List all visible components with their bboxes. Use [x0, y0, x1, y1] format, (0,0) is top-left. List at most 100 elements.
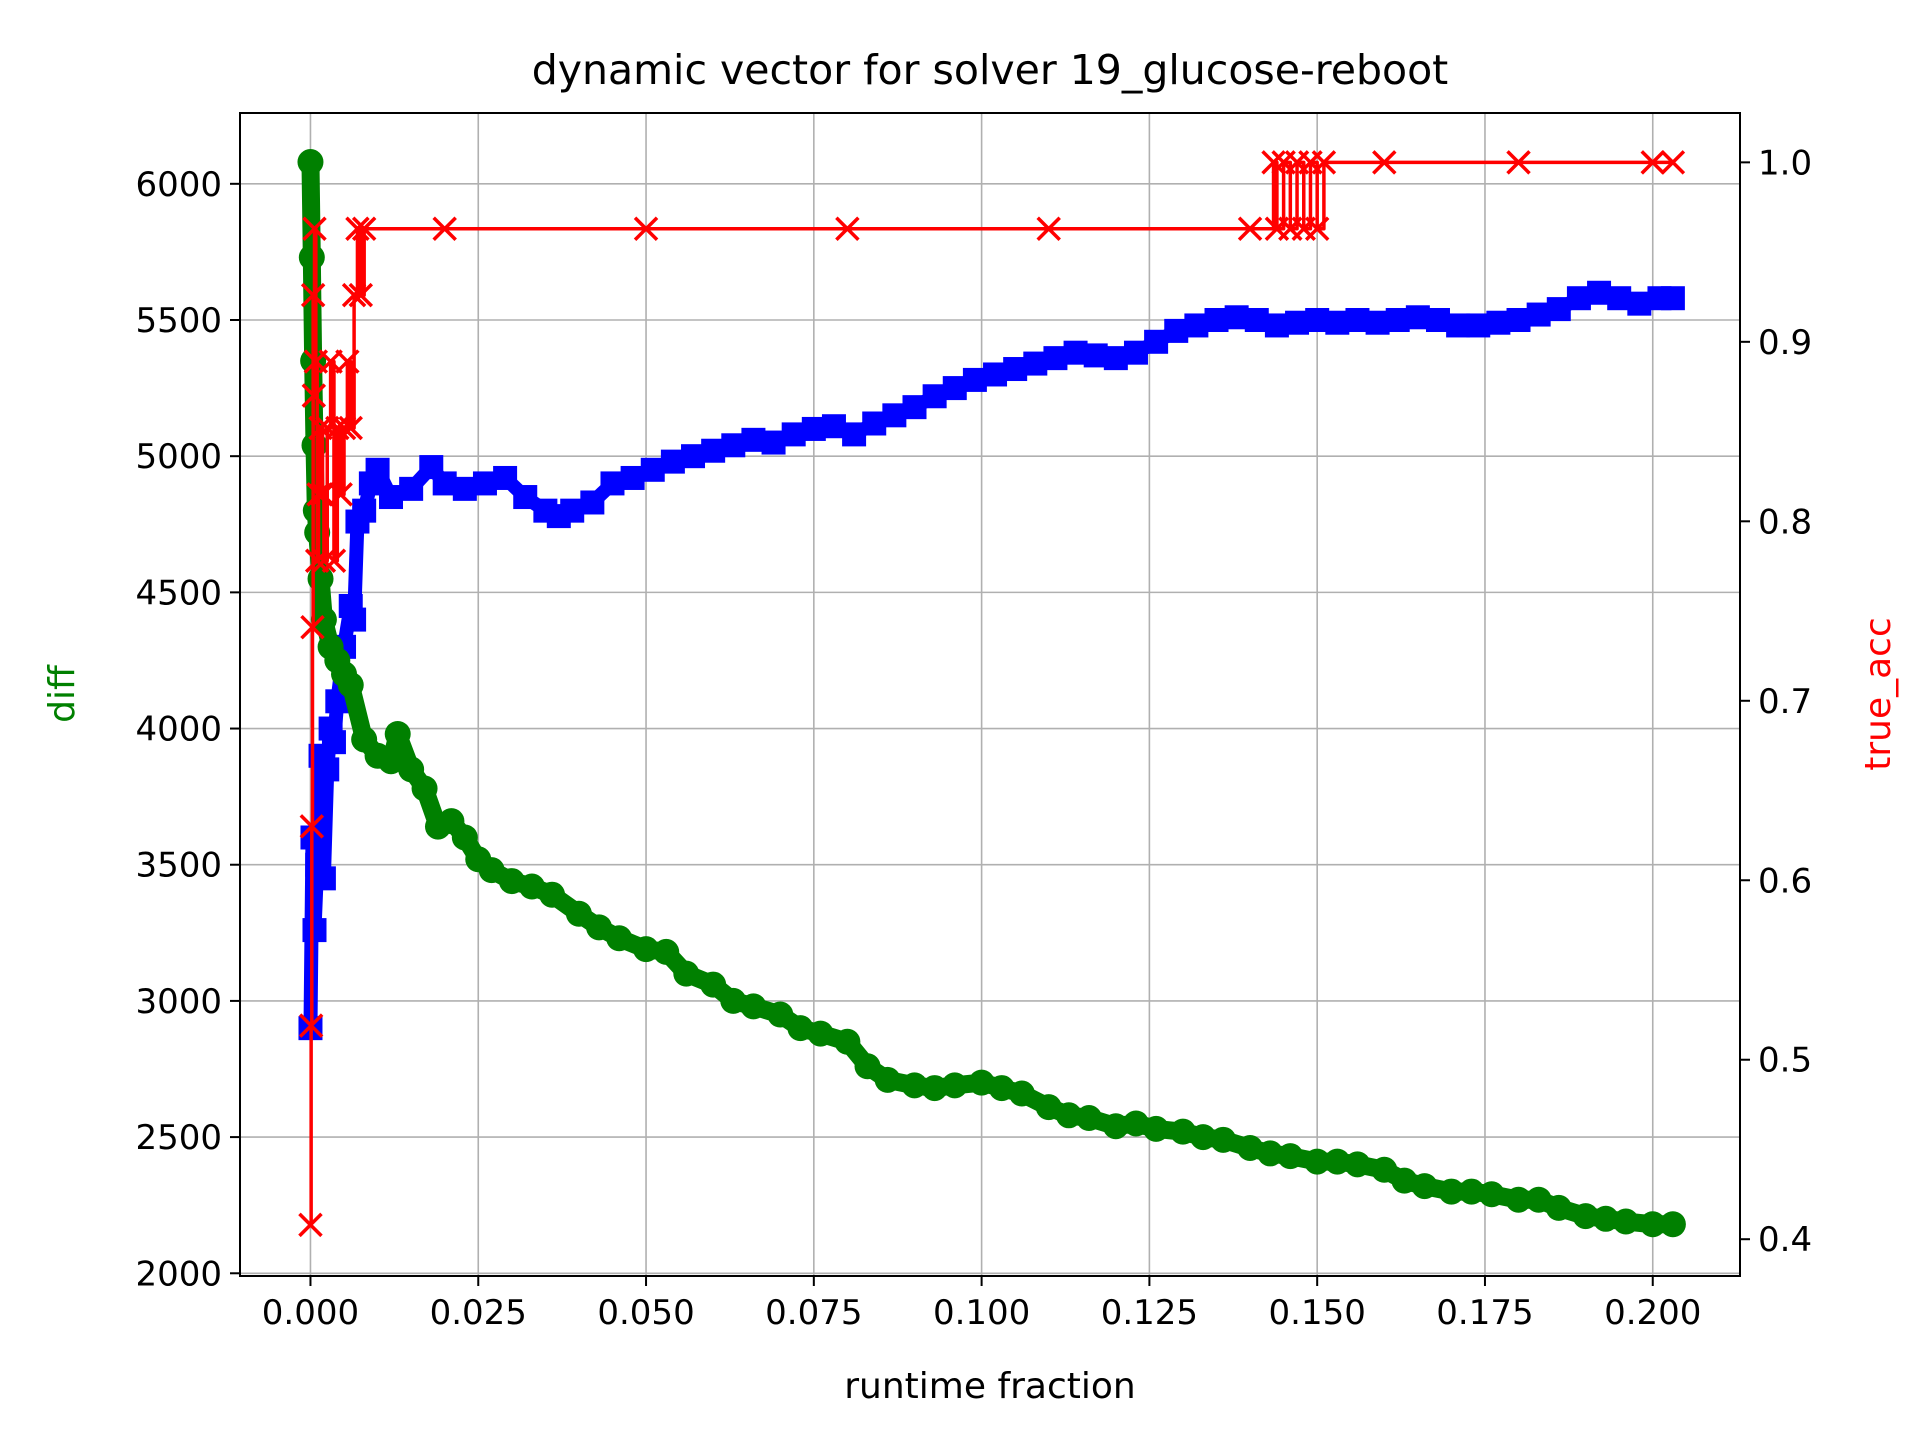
data-point-diff: [1612, 1208, 1639, 1235]
data-point-diff: [565, 900, 592, 927]
y-left-tick-label: 2000: [135, 1254, 222, 1294]
data-point-blue: [620, 465, 645, 490]
x-tick-label: 0.100: [933, 1293, 1030, 1333]
y-left-tick-label: 4000: [135, 710, 222, 750]
data-point-diff: [921, 1075, 948, 1102]
data-point-blue: [1083, 343, 1108, 368]
data-point-blue: [1244, 307, 1269, 332]
data-point-true_acc: [1640, 150, 1665, 175]
data-point-blue: [600, 471, 625, 496]
data-point-true_acc: [311, 548, 337, 574]
data-point-blue: [1184, 313, 1209, 338]
data-point-diff: [1344, 1151, 1371, 1178]
data-point-diff: [1122, 1110, 1149, 1137]
data-point-diff: [398, 756, 425, 783]
data-point-diff: [586, 914, 613, 941]
data-point-blue: [1506, 307, 1531, 332]
data-point-diff: [1035, 1094, 1062, 1121]
data-point-blue: [1325, 310, 1350, 335]
data-point-true_acc: [348, 282, 374, 308]
data-point-true_acc: [306, 482, 331, 507]
data-point-blue: [942, 376, 967, 401]
data-point-diff: [740, 993, 767, 1020]
data-point-blue: [781, 422, 806, 447]
x-tick-label: 0.200: [1604, 1293, 1701, 1333]
data-point-blue: [452, 476, 477, 501]
data-point-diff: [854, 1053, 881, 1080]
y-right-tick-label: 0.4: [1758, 1220, 1812, 1260]
data-point-true_acc: [300, 282, 326, 308]
y-axis-right: 0.4 0.5 0.6 0.7 0.8 0.9 1.0: [1740, 143, 1812, 1260]
data-point-diff: [411, 775, 438, 802]
data-point-true_acc: [633, 216, 659, 241]
x-tick-label: 0.150: [1269, 1293, 1366, 1333]
data-point-blue: [580, 490, 605, 515]
data-point-blue: [1607, 286, 1632, 311]
data-point-blue: [365, 457, 390, 482]
data-point-diff: [787, 1015, 814, 1042]
data-point-diff: [1438, 1178, 1465, 1205]
data-point-blue: [493, 465, 518, 490]
data-point-blue: [862, 411, 887, 436]
data-point-diff: [518, 873, 545, 900]
data-point-blue: [741, 427, 766, 452]
data-point-true_acc: [341, 282, 367, 308]
data-point-true_acc: [298, 1013, 324, 1038]
data-point-diff: [673, 960, 700, 987]
data-point-diff: [384, 720, 411, 747]
data-point-blue: [1660, 286, 1685, 311]
data-point-true_acc: [338, 415, 363, 441]
data-point-diff: [310, 606, 337, 633]
data-point-blue: [962, 367, 987, 392]
data-point-blue: [842, 422, 867, 447]
data-point-diff: [1257, 1140, 1284, 1167]
data-point-blue: [1385, 307, 1410, 332]
data-point-blue: [1405, 305, 1430, 330]
data-point-true_acc: [1237, 216, 1263, 241]
y-axis-left: 2000 2500 3000 3500 4000 4500 5000 5500 6000: [135, 165, 240, 1294]
y-left-tick-label: 3000: [135, 982, 222, 1022]
data-point-true_acc: [432, 216, 457, 241]
data-point-true_acc: [299, 814, 325, 839]
x-axis: 0.000 0.025 0.050 0.075 0.100 0.125 0.150 0.175…: [262, 1276, 1701, 1333]
data-point-true_acc: [321, 548, 347, 574]
data-point-diff: [1075, 1105, 1102, 1132]
x-tick-label: 0.125: [1101, 1293, 1198, 1333]
y-left-tick-label: 2500: [135, 1118, 222, 1158]
data-point-diff: [1525, 1186, 1552, 1213]
data-point-true_acc: [328, 482, 353, 507]
data-point-blue: [342, 607, 367, 632]
data-point-blue: [1466, 313, 1491, 338]
data-point-blue: [560, 498, 585, 523]
data-point-blue: [1566, 286, 1591, 311]
data-point-blue: [432, 471, 457, 496]
data-point-blue: [761, 430, 786, 455]
data-point-diff: [1324, 1148, 1351, 1175]
data-point-true_acc: [351, 216, 377, 241]
data-point-diff: [1102, 1113, 1129, 1140]
data-point-diff: [1169, 1118, 1196, 1145]
data-point-blue: [1285, 310, 1310, 335]
data-point-blue: [640, 457, 665, 482]
x-tick-label: 0.000: [262, 1293, 359, 1333]
data-point-diff: [1237, 1134, 1264, 1161]
data-point-true_acc: [1660, 150, 1686, 175]
y-right-tick-label: 0.6: [1758, 861, 1812, 901]
data-point-blue: [1264, 313, 1289, 338]
data-point-blue: [1224, 305, 1249, 330]
data-point-true_acc: [345, 216, 370, 241]
plot-frame: [239, 112, 1741, 1277]
data-point-true_acc: [835, 216, 860, 241]
data-point-diff: [498, 868, 525, 895]
data-point-blue: [1587, 280, 1612, 305]
x-tick-label: 0.075: [765, 1293, 862, 1333]
data-point-diff: [653, 938, 680, 965]
data-point-diff: [1545, 1194, 1572, 1221]
data-point-blue: [352, 498, 377, 523]
data-point-diff: [1143, 1115, 1170, 1142]
data-point-blue: [302, 918, 327, 943]
data-point-diff: [1659, 1211, 1686, 1238]
data-point-blue: [1003, 357, 1028, 382]
data-point-blue: [1204, 307, 1229, 332]
